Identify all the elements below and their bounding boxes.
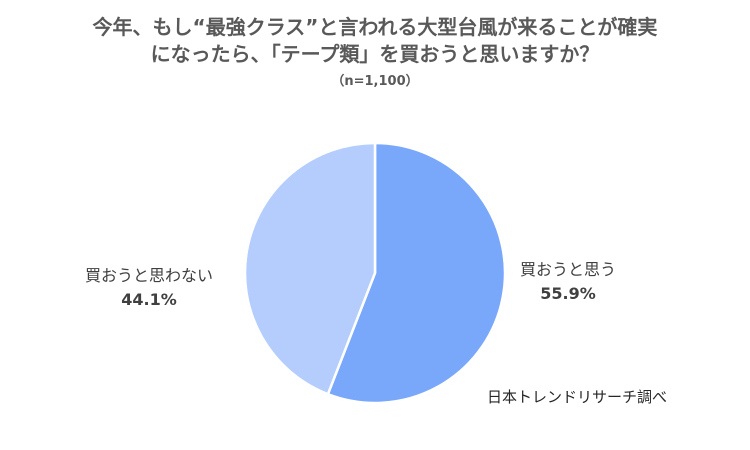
pie-slice-no bbox=[243, 141, 377, 396]
chart-title: 今年、もし“最強クラス”と言われる大型台風が来ることが確実 になったら、「テープ… bbox=[0, 14, 750, 68]
slice-label-no-text: 買おうと思わない bbox=[85, 266, 214, 285]
source-note: 日本トレンドリサーチ調べ bbox=[487, 388, 668, 406]
slice-label-yes-value: 55.9% bbox=[540, 284, 596, 303]
slice-label-yes: 買おうと思う 55.9% bbox=[520, 258, 616, 306]
chart-subtitle: （n=1,100） bbox=[331, 74, 419, 89]
chart-title-line-2: になったら、「テープ類」を買おうと思いますか？ bbox=[150, 42, 600, 66]
slice-label-no-value: 44.1% bbox=[121, 290, 177, 309]
slice-label-no: 買おうと思わない 44.1% bbox=[85, 264, 213, 312]
pie-slice-yes bbox=[326, 141, 507, 405]
slice-label-yes-text: 買おうと思う bbox=[520, 260, 617, 279]
chart-title-line-1: 今年、もし“最強クラス”と言われる大型台風が来ることが確実 bbox=[92, 15, 658, 39]
